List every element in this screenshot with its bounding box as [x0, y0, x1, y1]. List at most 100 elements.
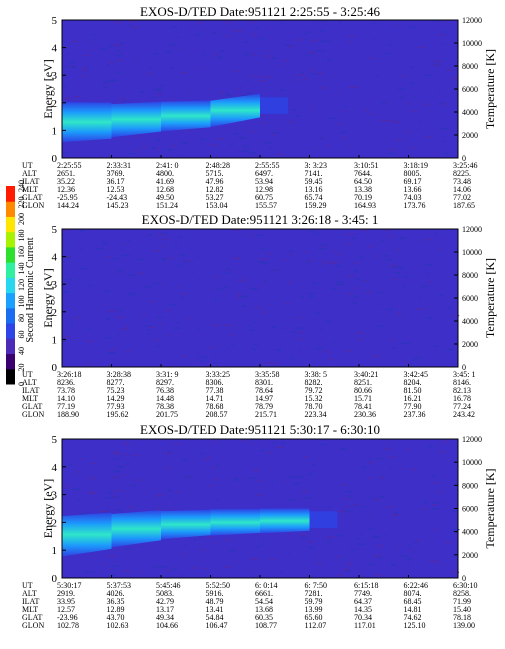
table-cell: 237.36: [404, 410, 426, 419]
table-cell: 71.99: [453, 597, 471, 606]
noise-speck: [166, 335, 171, 337]
noise-speck: [87, 439, 94, 441]
noise-speck: [427, 273, 431, 275]
noise-speck: [100, 325, 103, 327]
noise-speck: [356, 332, 365, 334]
noise-speck: [373, 255, 378, 257]
noise-speck: [350, 86, 359, 88]
noise-speck: [349, 41, 353, 43]
row-label-glat: GLAT: [22, 613, 43, 622]
noise-speck: [234, 479, 242, 481]
noise-speck: [295, 115, 301, 117]
noise-speck: [325, 321, 332, 323]
noise-speck: [387, 101, 390, 103]
noise-speck: [392, 514, 400, 516]
y-tick-label: 3: [52, 279, 58, 291]
noise-speck: [377, 325, 385, 327]
y-tick-label: 4: [52, 462, 58, 474]
noise-speck: [395, 140, 403, 142]
table-cell: 3:35:58: [255, 370, 279, 379]
noise-speck: [65, 256, 72, 258]
noise-speck: [181, 142, 188, 144]
noise-speck: [439, 294, 444, 296]
y-tick-label: 0: [52, 573, 58, 585]
noise-speck: [128, 506, 134, 508]
table-cell: 153.04: [206, 201, 228, 210]
noise-speck: [222, 324, 231, 326]
colorbar-segment: [6, 292, 15, 309]
noise-speck: [125, 463, 130, 465]
noise-speck: [235, 88, 239, 90]
noise-speck: [424, 74, 432, 76]
table-cell: 3:26:18: [57, 370, 81, 379]
noise-speck: [251, 441, 254, 443]
noise-speck: [374, 574, 383, 576]
table-cell: 8236.: [57, 378, 75, 387]
noise-speck: [242, 277, 246, 279]
noise-speck: [241, 150, 250, 152]
noise-speck: [402, 75, 407, 78]
y-tick-label: 5: [52, 224, 58, 236]
noise-speck: [259, 285, 263, 288]
noise-speck: [434, 20, 439, 22]
noise-speck: [196, 256, 199, 258]
noise-speck: [171, 568, 178, 570]
noise-speck: [108, 45, 113, 47]
table-cell: 65.60: [305, 613, 323, 622]
table-cell: 49.50: [156, 193, 174, 202]
table-cell: 78.18: [453, 613, 471, 622]
noise-speck: [435, 457, 439, 459]
noise-speck: [382, 444, 386, 447]
noise-speck: [175, 490, 181, 492]
table-cell: 104.66: [156, 621, 178, 630]
noise-speck: [422, 500, 427, 502]
noise-speck: [73, 488, 81, 490]
noise-speck: [252, 53, 257, 56]
noise-speck: [383, 52, 392, 55]
noise-speck: [127, 20, 135, 22]
y2-tick-label: 8000: [462, 481, 478, 490]
noise-speck: [269, 558, 275, 560]
table-cell: 5:45:46: [156, 581, 180, 590]
noise-speck: [113, 44, 121, 46]
noise-speck: [434, 60, 442, 63]
table-cell: 3:40:21: [354, 370, 378, 379]
noise-speck: [160, 238, 169, 240]
noise-speck: [344, 243, 352, 245]
noise-speck: [387, 44, 392, 46]
noise-speck: [394, 121, 400, 123]
noise-speck: [153, 53, 159, 55]
noise-speck: [125, 548, 130, 550]
noise-speck: [410, 469, 417, 471]
noise-speck: [369, 497, 373, 499]
noise-speck: [156, 148, 160, 150]
noise-speck: [251, 34, 257, 36]
noise-speck: [156, 93, 163, 95]
noise-speck: [182, 261, 190, 263]
noise-speck: [176, 36, 180, 38]
noise-speck: [148, 234, 154, 236]
noise-speck: [176, 321, 181, 323]
noise-speck: [203, 53, 207, 56]
noise-speck: [358, 338, 363, 341]
noise-speck: [272, 362, 278, 364]
noise-speck: [82, 69, 88, 72]
noise-speck: [255, 493, 264, 496]
noise-speck: [385, 120, 391, 122]
noise-speck: [80, 247, 83, 250]
noise-speck: [322, 20, 328, 22]
noise-speck: [272, 133, 276, 136]
noise-speck: [377, 292, 383, 294]
noise-speck: [287, 121, 296, 123]
intensity-band-segment: [161, 100, 211, 132]
noise-speck: [170, 304, 177, 306]
table-cell: 69.17: [404, 177, 422, 186]
noise-speck: [366, 335, 370, 337]
noise-speck: [356, 537, 360, 539]
table-cell: 54.54: [255, 597, 273, 606]
y-tick-label: 4: [52, 43, 58, 55]
noise-speck: [107, 310, 116, 312]
noise-speck: [203, 458, 211, 460]
noise-speck: [438, 248, 441, 250]
noise-speck: [283, 329, 287, 332]
